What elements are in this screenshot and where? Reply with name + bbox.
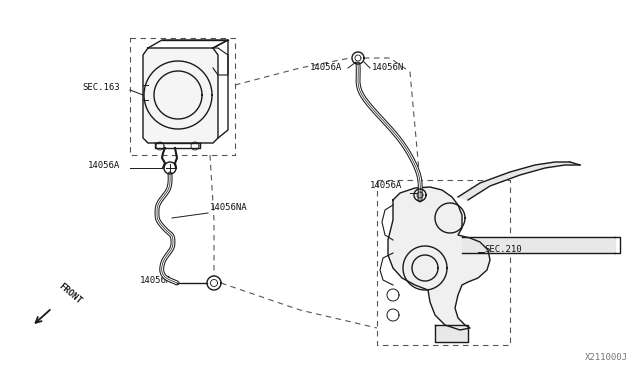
Text: 14056NA: 14056NA [210,203,248,212]
Text: SEC.163: SEC.163 [82,83,120,92]
Text: FRONT: FRONT [57,282,83,306]
Polygon shape [388,187,490,330]
Text: X211000J: X211000J [585,353,628,362]
Text: 14056A: 14056A [310,63,342,72]
Text: 14056A: 14056A [88,161,120,170]
Text: SEC.210: SEC.210 [484,245,522,254]
Polygon shape [143,48,218,143]
Text: 14056A: 14056A [140,276,172,285]
Text: 14056N: 14056N [372,63,404,72]
Text: 14056A: 14056A [370,181,403,190]
Polygon shape [458,162,580,200]
